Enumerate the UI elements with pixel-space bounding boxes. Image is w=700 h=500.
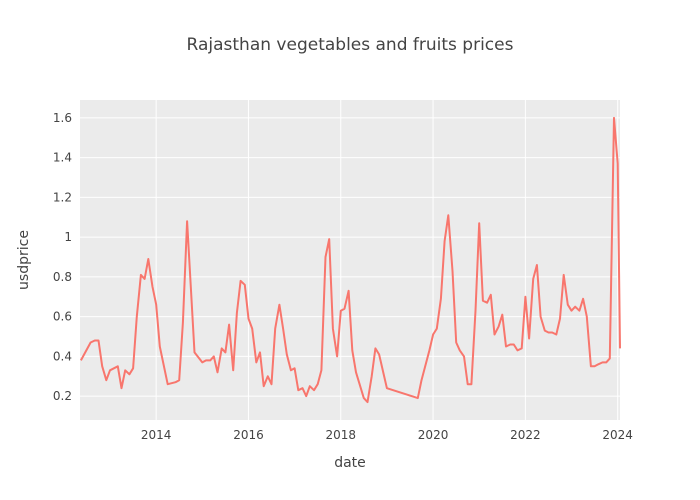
x-tick-label: 2024 xyxy=(602,428,633,442)
y-tick-label: 0.4 xyxy=(53,349,72,363)
x-axis-ticks: 2014 2016 2018 2020 2022 2024 xyxy=(141,428,633,442)
y-tick-label: 1.6 xyxy=(53,111,72,125)
y-axis-ticks: 0.2 0.4 0.6 0.8 1 1.2 1.4 1.6 xyxy=(53,111,72,403)
y-axis-title: usdprice xyxy=(16,230,32,290)
x-tick-label: 2018 xyxy=(325,428,356,442)
y-tick-label: 0.2 xyxy=(53,389,72,403)
y-tick-label: 1 xyxy=(64,230,72,244)
x-tick-label: 2014 xyxy=(141,428,172,442)
y-tick-label: 1.4 xyxy=(53,151,72,165)
x-tick-label: 2020 xyxy=(418,428,449,442)
plot-background xyxy=(80,100,620,420)
x-axis-title: date xyxy=(334,455,366,471)
y-tick-label: 0.8 xyxy=(53,270,72,284)
chart-title: Rajasthan vegetables and fruits prices xyxy=(187,35,514,55)
series-line-usdprice xyxy=(80,116,621,404)
series-layer xyxy=(80,116,621,404)
x-tick-label: 2016 xyxy=(233,428,264,442)
gridlines xyxy=(80,100,620,420)
x-tick-label: 2022 xyxy=(510,428,541,442)
y-tick-label: 0.6 xyxy=(53,310,72,324)
y-tick-label: 1.2 xyxy=(53,190,72,204)
